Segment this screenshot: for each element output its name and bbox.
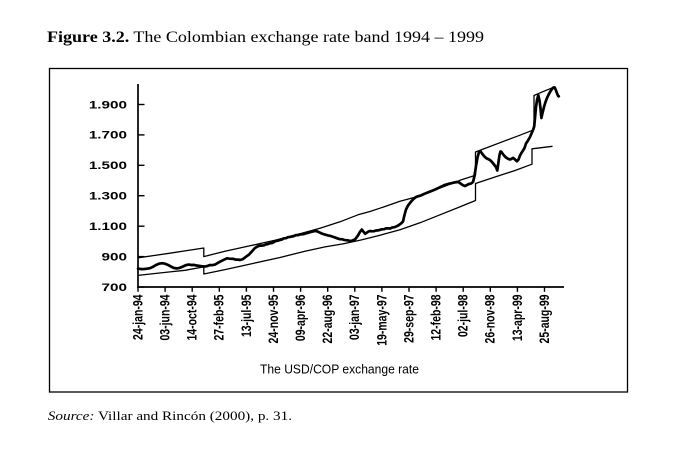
svg-text:1.100: 1.100 [89, 220, 127, 232]
svg-text:700: 700 [102, 281, 127, 293]
svg-text:24-nov-95: 24-nov-95 [266, 294, 282, 343]
svg-text:03-jun-94: 03-jun-94 [157, 294, 173, 340]
svg-text:Source: Villar and Rincón (200: Source: Villar and Rincón (2000), p. 31. [48, 410, 292, 423]
svg-text:900: 900 [102, 251, 127, 263]
svg-text:22-aug-96: 22-aug-96 [320, 294, 336, 343]
svg-text:24-jan-94: 24-jan-94 [130, 294, 146, 340]
svg-text:26-nov-98: 26-nov-98 [482, 294, 498, 343]
svg-text:03-jan-97: 03-jan-97 [347, 294, 363, 340]
svg-text:12-feb-98: 12-feb-98 [428, 294, 444, 340]
svg-text:13-jul-95: 13-jul-95 [238, 294, 254, 337]
svg-text:13-apr-99: 13-apr-99 [509, 294, 525, 341]
svg-text:1.500: 1.500 [89, 159, 127, 171]
svg-text:Figure 3.2. The Colombian exch: Figure 3.2. The Colombian exchange rate … [47, 28, 484, 46]
svg-text:25-aug-99: 25-aug-99 [537, 294, 553, 343]
svg-text:1.700: 1.700 [89, 129, 127, 141]
svg-text:02-jul-98: 02-jul-98 [455, 294, 471, 337]
svg-text:29-sep-97: 29-sep-97 [401, 294, 417, 343]
svg-text:19-may-97: 19-may-97 [374, 294, 390, 345]
svg-text:09-apr-96: 09-apr-96 [293, 294, 309, 341]
svg-text:27-feb-95: 27-feb-95 [211, 294, 227, 340]
svg-text:The USD/COP exchange rate: The USD/COP exchange rate [260, 362, 419, 376]
svg-text:1.300: 1.300 [89, 190, 127, 202]
svg-text:1.900: 1.900 [89, 99, 127, 111]
svg-text:14-oct-94: 14-oct-94 [184, 294, 200, 340]
